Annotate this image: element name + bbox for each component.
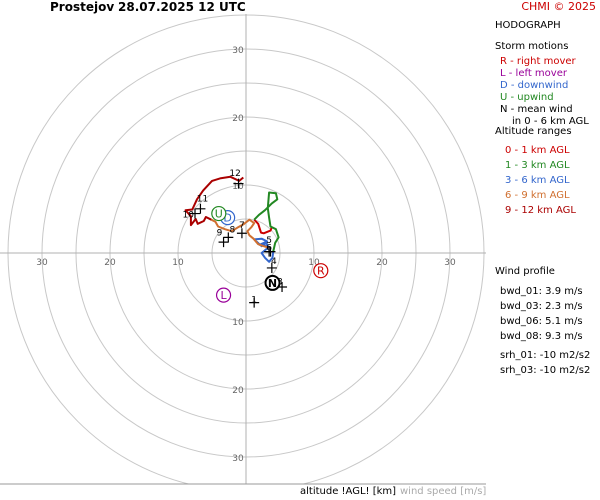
altitude-label-5: 5	[266, 236, 272, 246]
altitude-label-7: 7	[239, 221, 245, 231]
sidebar-title: HODOGRAPH	[495, 20, 561, 31]
altitude-tick-4	[266, 262, 277, 273]
altitude-label-8: 8	[230, 226, 236, 236]
wind-profile-item-2: bwd_03: 2.3 m/s	[500, 301, 583, 312]
altitude-axis-label: altitude !AGL! [km]	[300, 486, 397, 497]
altitude-legend-item-2: 1 - 3 km AGL	[505, 160, 570, 171]
altitude-tick-10	[190, 208, 200, 219]
storm-legend-item-3: D - downwind	[500, 80, 569, 91]
altitude-legend-item-3: 3 - 6 km AGL	[505, 175, 570, 186]
storm-motion-circle-R	[313, 263, 329, 279]
altitude-label-9: 9	[217, 228, 223, 238]
axis-tick-label-west-10: 10	[172, 258, 184, 268]
srh-item-1: srh_01: -10 m2/s2	[500, 350, 591, 361]
altitude-label-1: 1	[251, 296, 257, 306]
storm-motion-circle-L	[215, 287, 232, 303]
storm-legend-item-2: L - left mover	[500, 68, 567, 79]
altitude-label-12: 12	[229, 169, 240, 179]
altitude-tick-9	[218, 237, 229, 248]
axis-tick-label-south-20: 20	[232, 386, 244, 396]
storm-motion-markers: R L DU N	[211, 205, 329, 303]
altitude-legend-item-4: 6 - 9 km AGL	[505, 190, 570, 201]
storm-legend-item-1: R - right mover	[500, 56, 576, 67]
altitude-tick-1	[249, 297, 260, 308]
altitude-label-4: 4	[271, 257, 277, 267]
storm-motion-circle-N	[264, 274, 281, 291]
storm-legend-item-5: N - mean wind	[500, 104, 573, 115]
altitude-tick-12	[233, 178, 244, 189]
altitude-legend-item-1: 0 - 1 km AGL	[505, 145, 570, 156]
hodograph-segment-1	[253, 219, 273, 235]
wind-profile-item-3: bwd_06: 5.1 m/s	[500, 316, 583, 327]
altitude-tick-11	[195, 203, 206, 214]
storm-motion-label-D: D	[223, 212, 231, 225]
altitude-label-11: 11	[197, 194, 208, 204]
storm-motions-title: Storm motions	[495, 41, 569, 52]
storm-legend-item-6: in 0 - 6 km AGL	[512, 116, 589, 127]
axis-tick-label-east-30: 30	[444, 258, 456, 268]
datetime: 28.07.2025 12 UTC	[118, 0, 246, 14]
srh-item-2: srh_03: -10 m2/s2	[500, 365, 591, 376]
wind-profile-item-4: bwd_08: 9.3 m/s	[500, 331, 583, 342]
hodograph-segment-2	[253, 191, 280, 252]
storm-motion-circle-U	[211, 205, 227, 222]
wind-profile-title: Wind profile	[495, 266, 555, 277]
altitude-tick-6	[264, 246, 275, 257]
altitude-tick-8	[223, 232, 234, 243]
axis-tick-label-west-20: 20	[104, 258, 116, 268]
storm-legend-item-4: U - upwind	[500, 92, 554, 103]
storm-motion-label-R: R	[317, 265, 325, 278]
wind-profile-item-1: bwd_01: 3.9 m/s	[500, 286, 583, 297]
storm-motion-label-U: U	[215, 208, 223, 221]
wind-speed-label: wind speed [m/s]	[400, 486, 487, 497]
altitude-label-6: 6	[266, 243, 272, 253]
altitude-legend-item-5: 9 - 12 km AGL	[505, 205, 576, 216]
axis-tick-label-north-20: 20	[232, 114, 244, 124]
axis-tick-label-north-30: 30	[232, 46, 244, 56]
credit-text: CHMI © 2025	[521, 0, 596, 13]
hodograph-traces	[184, 175, 280, 263]
axis-tick-label-east-10: 10	[308, 258, 320, 268]
altitude-label-10: 10	[182, 211, 194, 221]
hodograph-grid	[0, 14, 486, 484]
storm-motion-label-N: N	[268, 277, 277, 290]
axis-tick-label-south-30: 30	[232, 454, 244, 464]
hodograph-segment-5	[184, 175, 244, 227]
altitude-ranges-title: Altitude ranges	[495, 126, 572, 137]
axis-tick-label-south-10: 10	[232, 318, 244, 328]
axis-tick-label-west-30: 30	[36, 258, 48, 268]
storm-motion-label-L: L	[220, 289, 227, 302]
altitude-tick-7	[236, 228, 247, 239]
hodograph-segment-4	[210, 218, 269, 249]
axis-tick-label-east-20: 20	[376, 258, 388, 268]
station-name: Prostejov	[50, 0, 115, 14]
